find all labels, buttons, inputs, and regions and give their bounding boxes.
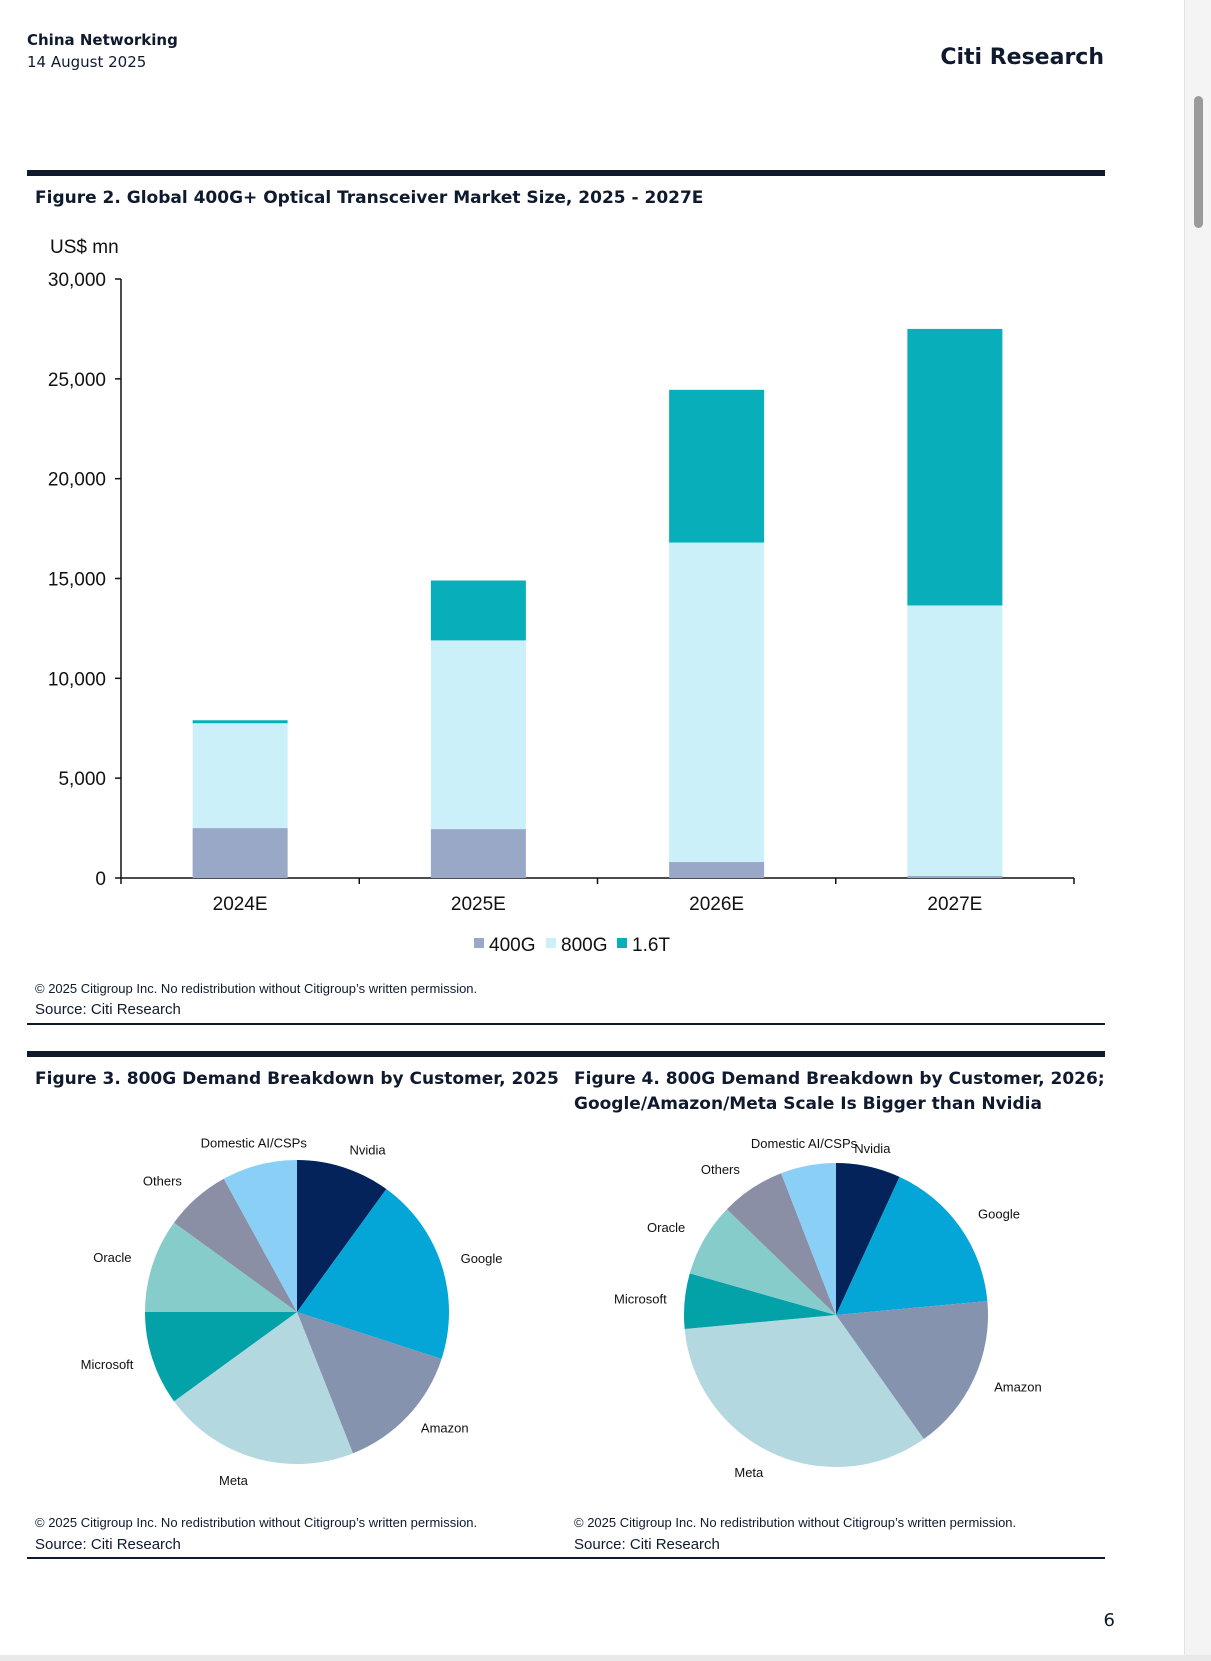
bar-segment-400G-2025E	[430, 829, 526, 878]
pie-label-oracle: Oracle	[93, 1250, 131, 1265]
pie-slice-nvidia	[836, 1163, 900, 1315]
pie-slice-domestic-ai-csps	[781, 1163, 836, 1315]
pie-label-microsoft: Microsoft	[614, 1291, 667, 1306]
figure-3-source: Source: Citi Research	[35, 1536, 181, 1553]
pie-label-nvidia: Nvidia	[350, 1142, 387, 1157]
figure-3-4-bottom-rule	[27, 1557, 1105, 1559]
legend-swatch-400G	[474, 938, 484, 948]
y-tick-label: 30,000	[48, 270, 106, 291]
pie-slice-oracle	[689, 1209, 836, 1315]
bar-segment-400G-2026E	[669, 862, 765, 878]
figure-4-title-line2: Google/Amazon/Meta Scale Is Bigger than …	[574, 1094, 1042, 1114]
pie-label-microsoft: Microsoft	[81, 1357, 134, 1372]
figure-2-title: Figure 2. Global 400G+ Optical Transceiv…	[35, 188, 704, 208]
page-number: 6	[1103, 1610, 1115, 1631]
figure-2-copyright: © 2025 Citigroup Inc. No redistribution …	[35, 981, 478, 996]
pie-slice-nvidia	[297, 1160, 387, 1312]
pie-label-google: Google	[461, 1251, 503, 1266]
x-tick-label: 2027E	[927, 894, 982, 915]
pie-label-oracle: Oracle	[647, 1220, 685, 1235]
legend-label: 1.6T	[632, 935, 670, 956]
legend-label: 400G	[489, 935, 535, 956]
pie-slice-microsoft	[683, 1273, 836, 1330]
pie-label-others: Others	[701, 1162, 741, 1177]
y-axis-label: US$ mn	[50, 237, 119, 258]
bar-segment-16T-2027E	[907, 328, 1003, 606]
pie-slice-amazon	[836, 1300, 988, 1440]
figure-2-bottom-rule	[27, 1023, 1105, 1025]
x-tick-label: 2025E	[451, 894, 506, 915]
legend-label: 800G	[561, 935, 607, 956]
pie-label-meta: Meta	[734, 1465, 764, 1480]
bar-segment-800G-2025E	[430, 640, 526, 830]
pie-label-nvidia: Nvidia	[854, 1141, 891, 1156]
bar-segment-400G-2027E	[907, 876, 1003, 878]
bar-chart: US$ mn 0 5,000 10,000 15,000 20,000 25,000 30,0…	[48, 237, 1075, 956]
pie-slice-meta	[684, 1315, 924, 1467]
pie-slice-others	[174, 1178, 297, 1312]
figure-2-source: Source: Citi Research	[35, 1001, 181, 1018]
figure-3-4-top-rule	[27, 1051, 1105, 1057]
brand-name: Citi Research	[940, 45, 1104, 70]
bar-segment-16T-2024E	[192, 720, 288, 724]
pie-label-amazon: Amazon	[994, 1380, 1042, 1395]
y-tick-label: 25,000	[48, 370, 106, 391]
pie-label-others: Others	[143, 1173, 183, 1188]
pie-label-domestic-ai-csps: Domestic AI/CSPs	[201, 1135, 308, 1150]
y-tick-label: 20,000	[48, 470, 106, 491]
pie-slice-meta	[174, 1312, 353, 1464]
y-tick-label: 10,000	[48, 669, 106, 690]
pie-label-amazon: Amazon	[421, 1420, 469, 1435]
bar-segment-16T-2025E	[430, 580, 526, 641]
figure-4-title-line1: Figure 4. 800G Demand Breakdown by Custo…	[574, 1069, 1105, 1089]
x-tick-label: 2024E	[213, 894, 268, 915]
viewer-bottom-edge	[0, 1655, 1211, 1661]
figure-3-title: Figure 3. 800G Demand Breakdown by Custo…	[35, 1069, 559, 1089]
figure-4-source: Source: Citi Research	[574, 1536, 720, 1553]
pie-slice-domestic-ai-csps	[223, 1160, 297, 1312]
pie-slice-google	[297, 1189, 449, 1359]
scrollbar-thumb[interactable]	[1194, 96, 1203, 228]
scrollbar[interactable]	[1184, 0, 1211, 1661]
pie-label-meta: Meta	[219, 1473, 249, 1488]
pie-slice-microsoft	[145, 1312, 297, 1402]
legend-swatch-16T	[617, 938, 627, 948]
legend-swatch-800G	[546, 938, 556, 948]
pie-slice-google	[836, 1176, 988, 1315]
report-section: China Networking	[27, 31, 178, 49]
bar-segment-800G-2027E	[907, 605, 1003, 877]
figure-3-copyright: © 2025 Citigroup Inc. No redistribution …	[35, 1515, 478, 1530]
report-date: 14 August 2025	[27, 53, 147, 71]
figure-2-top-rule	[27, 170, 1105, 176]
figure-4-copyright: © 2025 Citigroup Inc. No redistribution …	[574, 1515, 1017, 1530]
x-tick-label: 2026E	[689, 894, 744, 915]
bar-segment-800G-2026E	[669, 542, 765, 863]
pie-slice-others	[726, 1173, 836, 1315]
pie-label-google: Google	[978, 1206, 1020, 1221]
bar-segment-16T-2026E	[669, 389, 765, 543]
pie-label-domestic-ai-csps: Domestic AI/CSPs	[751, 1136, 858, 1151]
bar-segment-800G-2024E	[192, 723, 288, 829]
bar-segment-400G-2024E	[192, 828, 288, 878]
y-tick-label: 0	[95, 869, 106, 890]
pie-slice-oracle	[145, 1222, 297, 1312]
y-tick-label: 15,000	[48, 570, 106, 591]
pie-slice-amazon	[297, 1312, 442, 1454]
y-tick-label: 5,000	[58, 769, 106, 790]
